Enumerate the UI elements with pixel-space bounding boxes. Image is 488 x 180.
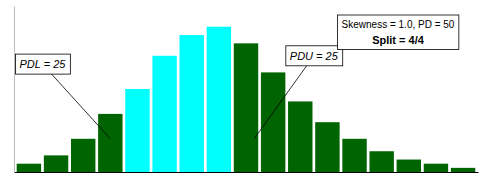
annotation-connector: [42, 64, 110, 139]
y-axis-line: [14, 7, 15, 173]
bar: [234, 43, 258, 172]
bar: [152, 56, 176, 172]
x-axis: [15, 172, 479, 173]
bar: [397, 160, 421, 172]
bar: [71, 139, 95, 172]
bar: [369, 151, 393, 172]
annotation-connectors: [42, 56, 313, 139]
info-box: Skewness = 1.0, PD = 50 Split = 4/4: [338, 15, 459, 50]
bar: [261, 72, 285, 172]
annotation-text: Skewness = 1.0, PD = 50: [342, 19, 455, 30]
bar: [342, 139, 366, 172]
bar: [125, 89, 149, 172]
annotation-text: PDL = 25: [19, 58, 66, 70]
annotation-box: [286, 46, 343, 66]
bar: [98, 114, 122, 172]
bar: [180, 35, 204, 172]
bar: [44, 155, 68, 172]
annotation-connector: [254, 56, 314, 139]
annotation-upper: PDU = 25: [286, 46, 343, 66]
plot: PDL = 25PDU = 25Skewness = 1.0, PD = 50S…: [15, 7, 479, 173]
bar: [451, 168, 475, 172]
bar: [315, 122, 339, 172]
annotation-text: Split = 4/4: [372, 34, 425, 46]
chart: PDL = 25PDU = 25Skewness = 1.0, PD = 50S…: [0, 0, 488, 180]
annotation-lower: PDL = 25: [15, 54, 70, 74]
bar: [288, 101, 312, 172]
bar: [207, 27, 231, 172]
annotation-box: [338, 15, 459, 50]
annotation-text: PDU = 25: [290, 50, 339, 62]
y-axis: [14, 7, 15, 173]
bar: [424, 164, 448, 172]
x-axis-line: [15, 172, 479, 173]
bar: [17, 164, 41, 172]
annotation-box: [15, 54, 70, 74]
